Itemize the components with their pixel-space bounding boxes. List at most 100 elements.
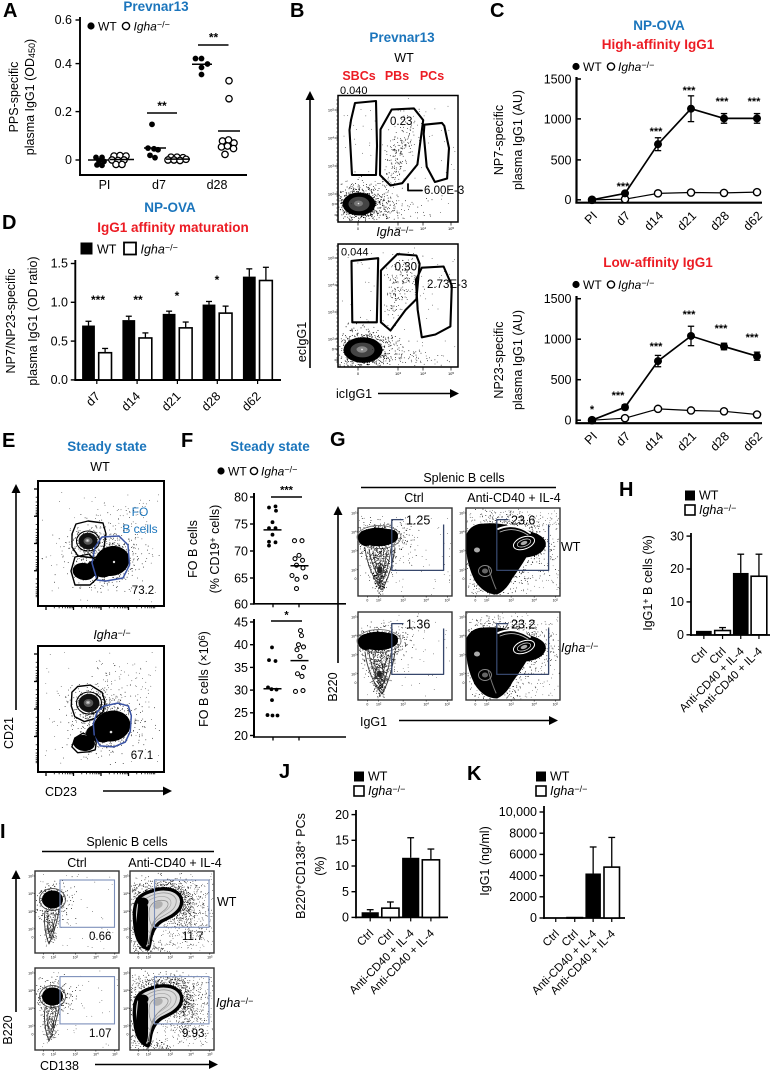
svg-text:**: ** (209, 31, 219, 45)
svg-text:1500: 1500 (544, 72, 572, 86)
svg-text:0.040: 0.040 (340, 85, 368, 97)
svg-text:6000: 6000 (509, 848, 537, 862)
svg-text:20: 20 (335, 808, 349, 822)
svg-text:80: 80 (234, 490, 248, 504)
svg-text:I: I (0, 821, 6, 843)
svg-text:D: D (2, 212, 16, 234)
svg-text:WT: WT (368, 770, 388, 784)
svg-text:***: *** (746, 332, 760, 344)
svg-text:0: 0 (366, 599, 368, 603)
svg-text:Prevnar13: Prevnar13 (123, 0, 189, 14)
svg-text:0: 0 (342, 911, 349, 925)
svg-text:IgG1 affinity maturation: IgG1 affinity maturation (97, 220, 249, 235)
svg-text:*: * (215, 273, 220, 287)
svg-text:WT: WT (583, 278, 602, 292)
svg-text:35: 35 (234, 661, 248, 675)
svg-text:0.0: 0.0 (51, 373, 68, 387)
svg-text:30: 30 (234, 684, 248, 698)
svg-text:0.6: 0.6 (55, 13, 72, 27)
svg-text:0.044: 0.044 (341, 247, 369, 259)
svg-text:***: *** (715, 323, 729, 335)
svg-text:6.00E-3: 6.00E-3 (424, 185, 464, 197)
svg-text:NP7/NP23-specific: NP7/NP23-specific (4, 269, 18, 374)
svg-text:NP23-specific: NP23-specific (492, 321, 506, 398)
svg-text:**: ** (157, 99, 167, 113)
svg-text:***: *** (280, 485, 294, 497)
svg-text:0.5: 0.5 (51, 334, 68, 348)
svg-text:0: 0 (474, 703, 476, 707)
svg-text:9.93: 9.93 (182, 1028, 204, 1040)
svg-text:icIgG1: icIgG1 (336, 387, 372, 401)
svg-text:0: 0 (137, 1053, 139, 1057)
svg-text:PI: PI (99, 178, 111, 192)
svg-text:B220+CD138+ PCs: B220+CD138+ PCs (294, 813, 308, 919)
svg-text:0: 0 (137, 956, 139, 960)
svg-text:0: 0 (32, 935, 34, 939)
svg-text:IgG1 (ng/ml): IgG1 (ng/ml) (478, 826, 492, 895)
svg-text:plasma IgG1 (AU): plasma IgG1 (AU) (511, 90, 525, 190)
svg-text:23.6: 23.6 (511, 514, 535, 528)
svg-text:WT: WT (394, 51, 414, 65)
svg-text:WT: WT (90, 460, 110, 474)
svg-text:73.2: 73.2 (132, 585, 154, 597)
svg-text:B220: B220 (326, 672, 340, 701)
svg-text:500: 500 (551, 373, 572, 387)
svg-text:1.25: 1.25 (406, 514, 430, 528)
svg-text:***: *** (748, 96, 762, 108)
svg-text:WT: WT (699, 489, 719, 503)
svg-text:PCs: PCs (420, 69, 444, 83)
svg-text:0: 0 (127, 935, 129, 939)
svg-text:***: *** (91, 293, 105, 307)
svg-text:WT: WT (228, 465, 247, 479)
svg-text:B220: B220 (1, 1015, 15, 1044)
svg-text:5: 5 (342, 885, 349, 899)
svg-text:0: 0 (42, 956, 44, 960)
svg-text:Ctrl: Ctrl (67, 856, 86, 870)
svg-text:10,000: 10,000 (499, 805, 537, 819)
svg-text:d7: d7 (152, 178, 166, 192)
svg-text:0: 0 (355, 681, 357, 685)
svg-text:0: 0 (355, 577, 357, 581)
svg-text:0: 0 (42, 1053, 44, 1057)
svg-text:Prevnar13: Prevnar13 (369, 30, 435, 45)
svg-text:***: *** (650, 341, 664, 353)
svg-text:75: 75 (234, 517, 248, 531)
svg-text:***: *** (650, 126, 664, 138)
svg-text:*: * (590, 404, 595, 416)
svg-text:20: 20 (670, 562, 684, 576)
svg-text:WT: WT (97, 243, 117, 257)
svg-text:8000: 8000 (509, 826, 537, 840)
svg-text:B cells: B cells (122, 522, 157, 536)
svg-text:***: *** (617, 181, 631, 193)
svg-text:10: 10 (335, 859, 349, 873)
svg-text:NP-OVA: NP-OVA (633, 18, 685, 33)
svg-text:15: 15 (335, 834, 349, 848)
svg-text:Steady state: Steady state (67, 439, 147, 454)
svg-text:B: B (290, 0, 304, 22)
svg-text:*: * (284, 610, 289, 622)
svg-text:***: *** (716, 96, 730, 108)
svg-text:11.7: 11.7 (182, 931, 204, 943)
svg-text:67.1: 67.1 (131, 750, 153, 762)
svg-text:0: 0 (463, 577, 465, 581)
svg-text:0.4: 0.4 (55, 57, 72, 71)
svg-text:30: 30 (670, 529, 684, 543)
svg-text:25: 25 (234, 706, 248, 720)
svg-text:PBs: PBs (385, 69, 409, 83)
svg-text:0: 0 (366, 703, 368, 707)
svg-text:Low-affinity IgG1: Low-affinity IgG1 (603, 255, 713, 270)
svg-text:WT: WT (583, 60, 602, 74)
svg-text:***: *** (612, 390, 626, 402)
svg-text:plasma IgG1 (AU): plasma IgG1 (AU) (511, 310, 525, 410)
svg-text:J: J (279, 761, 290, 783)
svg-text:1000: 1000 (544, 333, 572, 347)
svg-text:IgG1: IgG1 (360, 715, 387, 729)
svg-text:0: 0 (32, 1032, 34, 1036)
svg-text:45: 45 (234, 615, 248, 629)
svg-text:1.07: 1.07 (89, 1028, 111, 1040)
svg-text:Splenic B cells: Splenic B cells (423, 471, 504, 485)
svg-text:(%): (%) (313, 856, 327, 875)
svg-text:K: K (467, 763, 482, 785)
svg-text:1.5: 1.5 (51, 257, 68, 271)
svg-text:23.2: 23.2 (511, 618, 535, 632)
